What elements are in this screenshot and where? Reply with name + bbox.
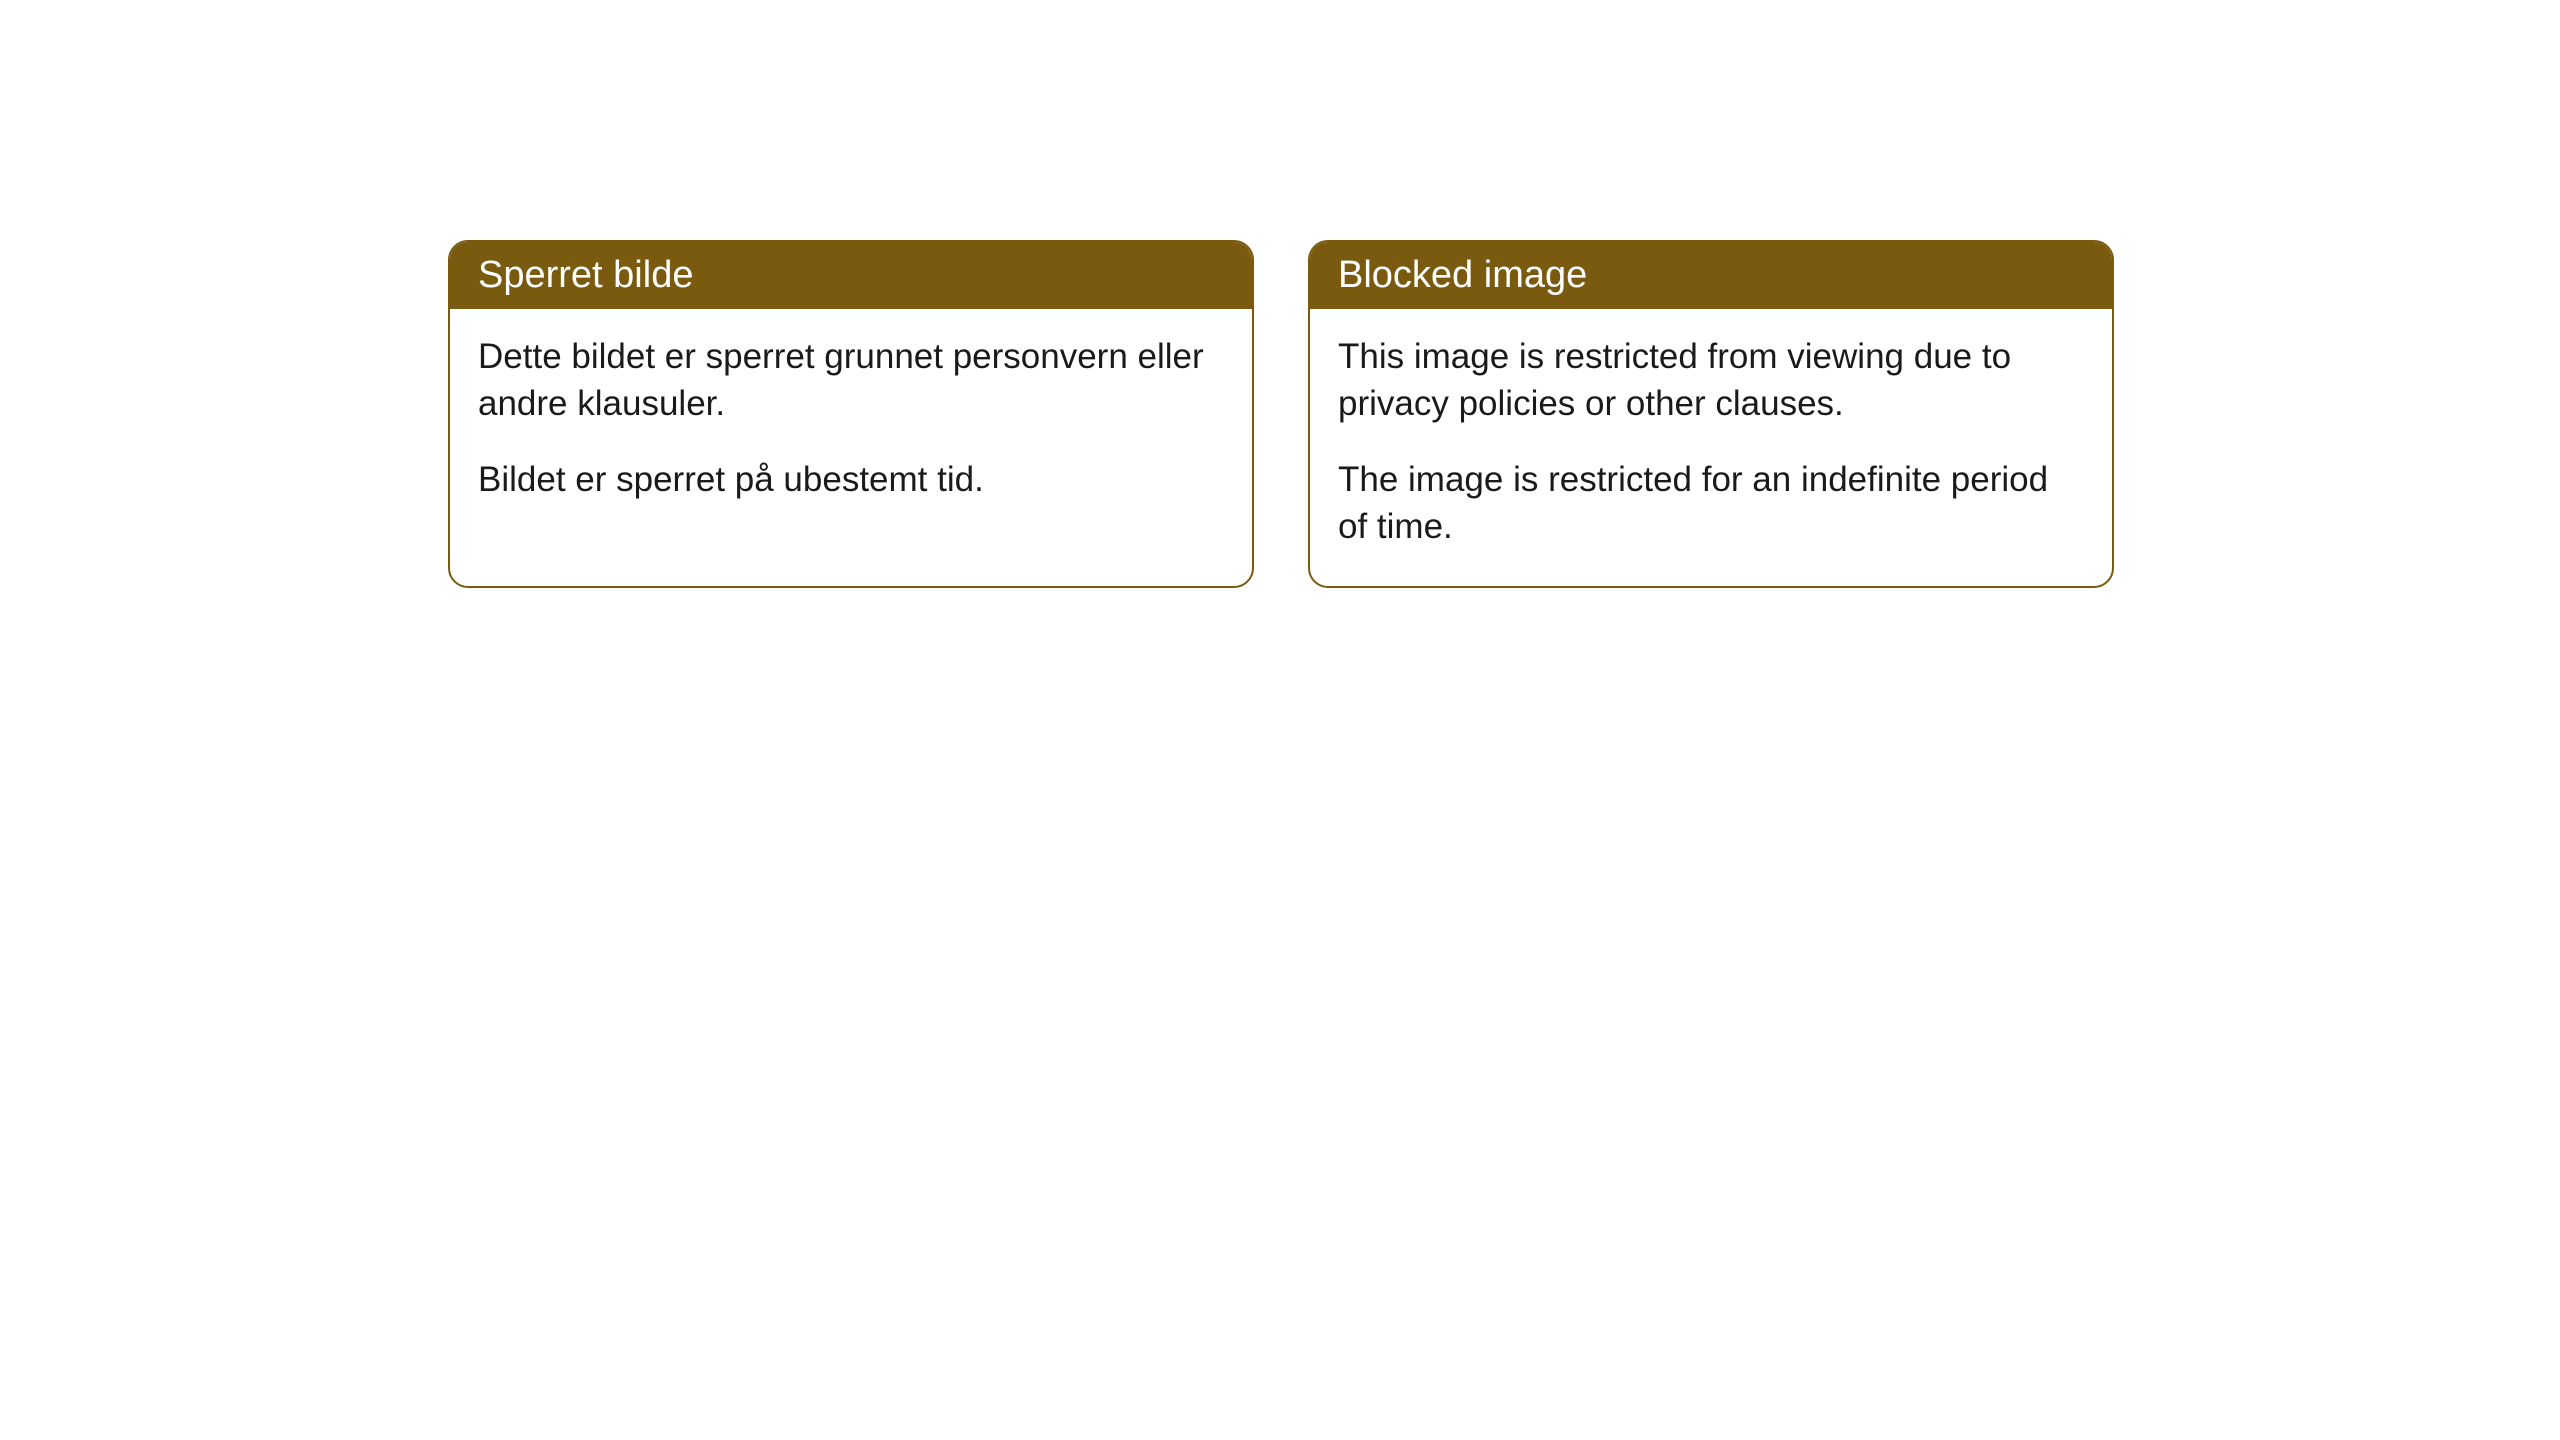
- card-body: This image is restricted from viewing du…: [1310, 309, 2112, 586]
- card-body: Dette bildet er sperret grunnet personve…: [450, 309, 1252, 539]
- card-title: Blocked image: [1338, 254, 1587, 296]
- card-text-line-2: Bildet er sperret på ubestemt tid.: [478, 456, 1224, 503]
- card-text-line-2: The image is restricted for an indefinit…: [1338, 456, 2084, 551]
- cards-container: Sperret bilde Dette bildet er sperret gr…: [0, 0, 2560, 588]
- card-header: Blocked image: [1310, 242, 2112, 309]
- card-text-line-1: Dette bildet er sperret grunnet personve…: [478, 333, 1224, 428]
- blocked-image-card-norwegian: Sperret bilde Dette bildet er sperret gr…: [448, 240, 1254, 588]
- card-title: Sperret bilde: [478, 254, 693, 296]
- card-header: Sperret bilde: [450, 242, 1252, 309]
- card-text-line-1: This image is restricted from viewing du…: [1338, 333, 2084, 428]
- blocked-image-card-english: Blocked image This image is restricted f…: [1308, 240, 2114, 588]
